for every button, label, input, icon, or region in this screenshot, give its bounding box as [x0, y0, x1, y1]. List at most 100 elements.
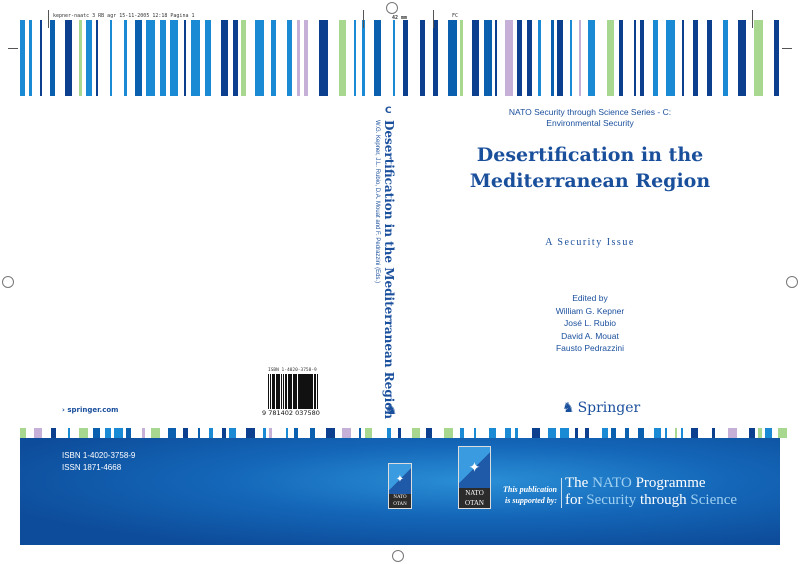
stripe — [168, 428, 176, 438]
stripe — [387, 428, 391, 438]
stripe — [638, 428, 644, 438]
spine-editors: W.G. Kepner, J.L. Rubio, D.A. Mouat and … — [374, 120, 380, 284]
barcode-number: 9 781402 037580 — [262, 409, 320, 417]
barcode-bar — [275, 374, 277, 409]
stripe — [29, 20, 32, 96]
stripe — [79, 428, 88, 438]
otan-text: OTAN — [465, 499, 484, 507]
barcode-bar — [286, 374, 288, 409]
stripe — [538, 20, 541, 96]
stripe — [588, 20, 595, 96]
stripe — [191, 20, 200, 96]
divider — [561, 478, 562, 508]
stripe — [460, 428, 464, 438]
barcode-bar — [292, 374, 294, 409]
barcode-bar — [290, 374, 291, 409]
barcode-bar — [278, 374, 279, 409]
stripe — [682, 20, 684, 96]
barcode-bar — [268, 374, 270, 409]
crop-mark — [433, 10, 434, 28]
barcode-bar — [287, 374, 289, 409]
barcode-bar — [288, 374, 290, 409]
springer-horse-icon: ♞ — [562, 400, 575, 416]
editor-name: David A. Mouat — [561, 330, 619, 341]
stripe — [362, 20, 365, 96]
stripe — [693, 20, 698, 96]
registration-mark — [392, 550, 404, 562]
stripe — [634, 20, 636, 96]
identifiers: ISBN 1-4020-3758-9 ISSN 1871-4668 — [62, 450, 135, 474]
stripe — [142, 428, 145, 438]
stripe — [666, 20, 675, 96]
stripe — [205, 20, 211, 96]
stripe — [765, 428, 772, 438]
stripe — [110, 20, 112, 96]
barcode-bar — [293, 374, 295, 409]
nato-logo-front: ✦ NATO OTAN — [458, 446, 491, 509]
barcode-bar — [280, 374, 283, 409]
stripe — [420, 20, 425, 96]
nato-text: NATO — [465, 489, 484, 497]
stripe — [51, 428, 56, 438]
editors-block: Edited by William G. Kepner José L. Rubi… — [520, 292, 660, 355]
stripe — [585, 428, 589, 438]
barcode — [268, 374, 318, 409]
stripe — [665, 428, 667, 438]
stripe — [484, 20, 492, 96]
decorative-stripes-bottom — [20, 428, 787, 438]
stripe — [557, 20, 563, 96]
stripe — [398, 428, 401, 438]
stripe — [20, 428, 26, 438]
registration-mark — [386, 2, 398, 14]
stripe — [68, 428, 70, 438]
stripe — [640, 20, 644, 96]
barcode-bar — [296, 374, 298, 409]
stripe — [712, 428, 715, 438]
stripe — [170, 20, 178, 96]
stripe — [412, 428, 420, 438]
stripe — [426, 428, 432, 438]
stripe — [229, 428, 236, 438]
springer-website: › springer.com — [62, 406, 119, 414]
supported-by-text: This publication is supported by: — [497, 484, 557, 506]
stripe — [93, 428, 100, 438]
stripe — [754, 20, 763, 96]
stripe — [286, 428, 288, 438]
stripe — [263, 428, 266, 438]
barcode-bar — [307, 374, 309, 409]
spine-series-letter: C — [385, 106, 392, 116]
stripe — [654, 428, 661, 438]
barcode-bar — [269, 374, 272, 409]
stripe — [146, 20, 155, 96]
title-line: Desertification in the — [476, 144, 704, 166]
barcode-bar — [273, 374, 274, 409]
stripe — [472, 20, 479, 96]
edited-by-label: Edited by — [572, 293, 608, 303]
spine-title: Desertification in the Mediterranean Reg… — [382, 120, 396, 419]
stripe — [50, 20, 55, 96]
stripe — [738, 20, 746, 96]
barcode-bar — [303, 374, 305, 409]
stripe — [151, 428, 160, 438]
text: through — [636, 492, 691, 508]
stripe — [532, 428, 540, 438]
barcode-bar — [310, 374, 312, 409]
stripe — [393, 20, 395, 96]
stripe — [297, 20, 300, 96]
stripe — [222, 428, 226, 438]
supported-line: is supported by: — [505, 496, 557, 505]
stripe — [675, 428, 677, 438]
text: Programme — [631, 475, 706, 491]
stripe — [79, 20, 82, 96]
barcode-bar — [271, 374, 273, 409]
stripe — [294, 428, 298, 438]
stripe — [723, 20, 728, 96]
stripe — [653, 20, 658, 96]
stripe — [374, 20, 381, 96]
stripe — [34, 428, 42, 438]
stripe — [342, 428, 351, 438]
stripe — [354, 20, 356, 96]
decorative-stripes-top — [20, 20, 780, 96]
stripe — [681, 428, 683, 438]
barcode-bar — [297, 374, 299, 409]
